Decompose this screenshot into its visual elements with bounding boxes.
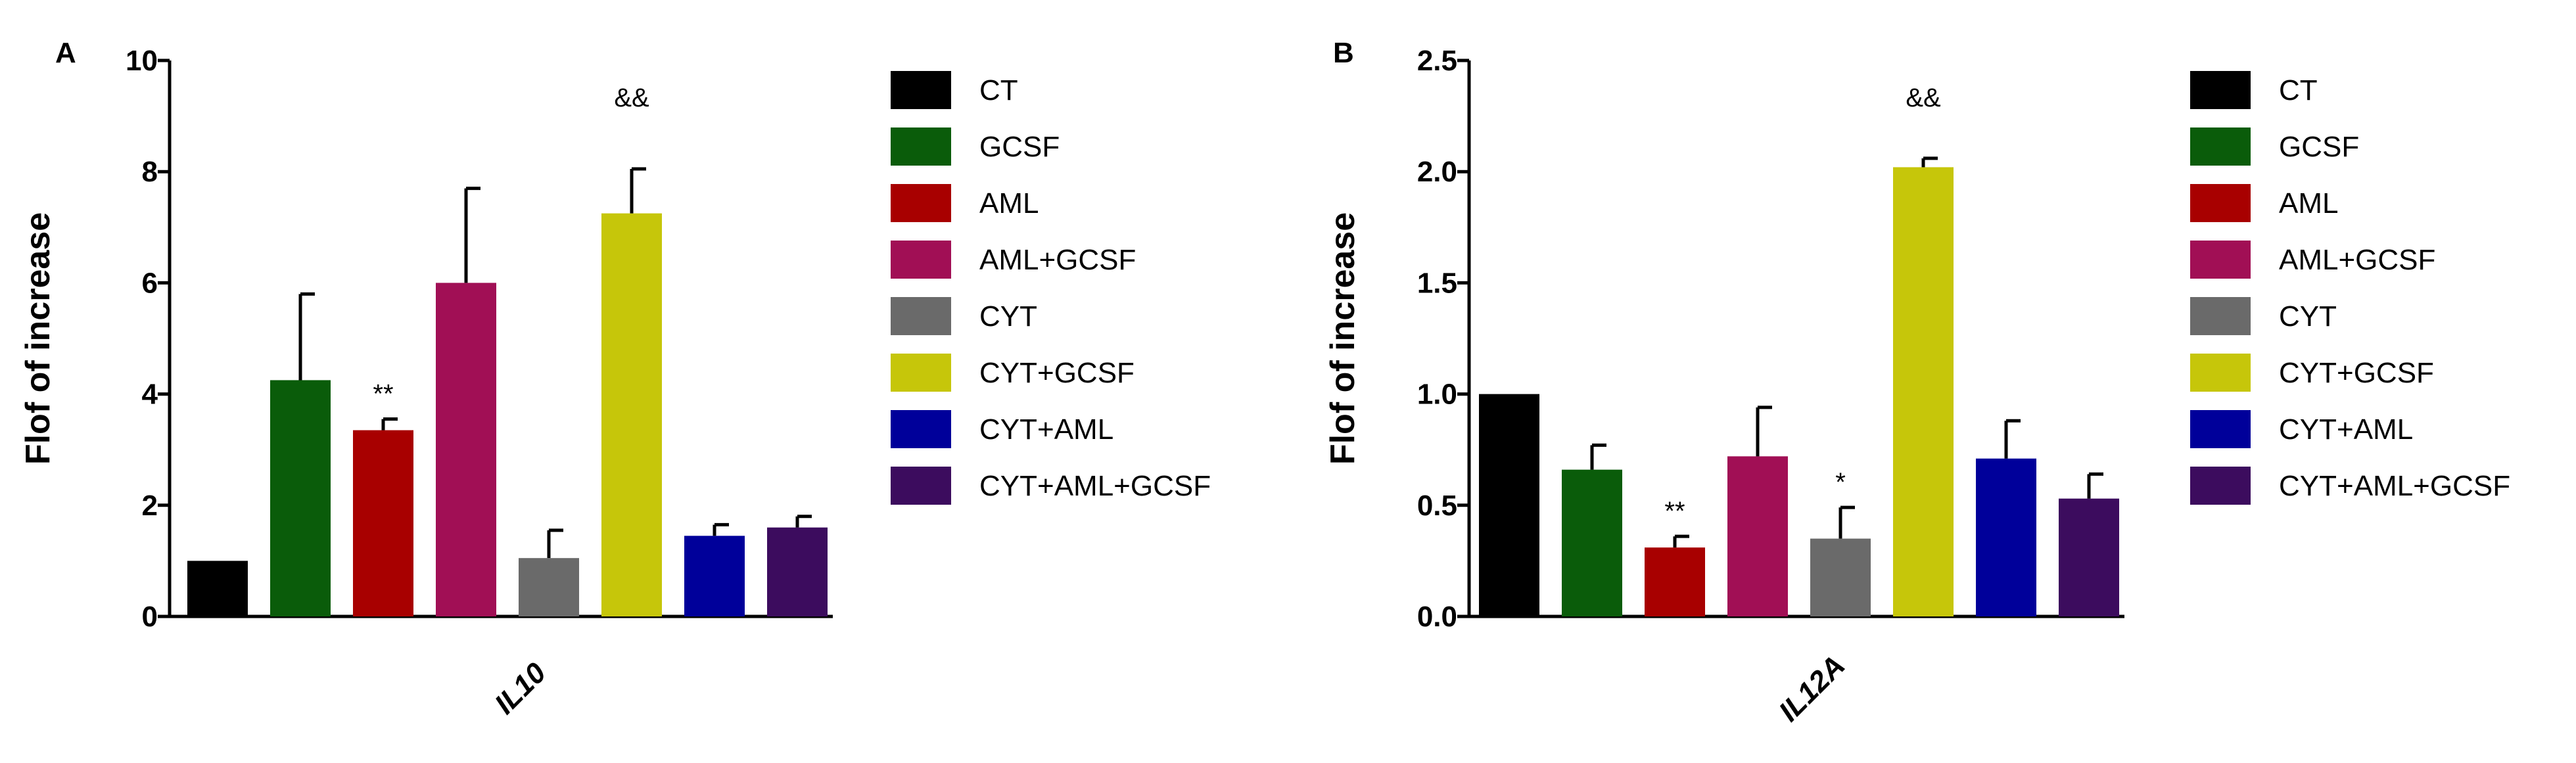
panel-letter: A: [55, 37, 76, 69]
legend-swatch: [891, 297, 951, 335]
bar-cyt-aml: [684, 536, 745, 616]
bar-gcsf: [270, 380, 331, 616]
legend-label: CT: [979, 74, 1018, 106]
legend-swatch: [891, 241, 951, 279]
legend-label: AML+GCSF: [979, 244, 1136, 276]
bar-cyt: [519, 558, 579, 616]
bar-gcsf: [1562, 469, 1622, 616]
y-tick-label: 0.5: [1417, 490, 1457, 522]
bar-cyt-aml: [1976, 458, 2036, 616]
legend-swatch: [2190, 127, 2251, 166]
legend-swatch: [891, 71, 951, 109]
significance-annotation: *: [1835, 468, 1846, 497]
legend-swatch: [2190, 71, 2251, 109]
y-tick-label: 2: [142, 490, 158, 522]
legend-swatch: [891, 184, 951, 222]
bar-ct: [1479, 394, 1539, 616]
legend-label: CYT+AML+GCSF: [2279, 470, 2510, 502]
bar-aml: [1645, 547, 1705, 616]
legend-label: CYT: [2279, 300, 2337, 333]
legend-swatch: [2190, 241, 2251, 279]
x-category-label: IL10: [488, 657, 552, 720]
legend-swatch: [2190, 297, 2251, 335]
y-tick-label: 0: [142, 601, 158, 633]
bar-cyt: [1810, 538, 1871, 616]
bar-aml: [353, 430, 413, 616]
legend-swatch: [891, 467, 951, 505]
y-tick-label: 1.0: [1417, 379, 1457, 411]
y-tick-label: 1.5: [1417, 267, 1457, 299]
bar-aml-gcsf: [436, 283, 496, 616]
significance-annotation: &&: [1906, 83, 1941, 112]
bar-cyt-aml-gcsf: [767, 527, 828, 616]
bar-cyt-gcsf: [1893, 167, 1954, 616]
bar-cyt-gcsf: [601, 213, 662, 616]
y-axis-label: Flof of increase: [1324, 212, 1362, 465]
legend-label: CYT+AML: [2279, 413, 2413, 446]
legend-swatch: [891, 127, 951, 166]
legend-swatch: [2190, 184, 2251, 222]
y-tick-label: 6: [142, 267, 158, 299]
bar-ct: [187, 561, 248, 616]
legend-label: AML: [979, 187, 1039, 220]
legend-label: CYT+AML: [979, 413, 1113, 446]
legend-label: CYT+GCSF: [979, 357, 1135, 389]
bar-cyt-aml-gcsf: [2059, 498, 2119, 616]
bar-aml-gcsf: [1727, 456, 1788, 616]
y-tick-label: 4: [142, 379, 158, 411]
legend-label: AML+GCSF: [2279, 244, 2435, 276]
legend-swatch: [2190, 410, 2251, 448]
y-tick-label: 2.5: [1417, 45, 1457, 77]
legend-label: CYT: [979, 300, 1037, 333]
legend-swatch: [891, 354, 951, 392]
legend-label: GCSF: [2279, 131, 2359, 163]
panel-a: A 0 2 4 6 8 10 Flof of increase ** && IL10 CT GCSF AM…: [19, 37, 1211, 720]
legend-swatch: [2190, 354, 2251, 392]
legend-label: CT: [2279, 74, 2318, 106]
y-axis-label: Flof of increase: [19, 212, 57, 465]
y-tick-label: 8: [142, 156, 158, 188]
legend-label: CYT+AML+GCSF: [979, 470, 1211, 502]
y-tick-label: 10: [126, 45, 158, 77]
significance-annotation: &&: [614, 83, 649, 112]
panel-letter: B: [1333, 37, 1354, 69]
y-tick-label: 2.0: [1417, 156, 1457, 188]
significance-annotation: **: [373, 380, 393, 409]
legend-swatch: [2190, 467, 2251, 505]
y-tick-label: 0.0: [1417, 601, 1457, 633]
legend-swatch: [891, 410, 951, 448]
legend-label: CYT+GCSF: [2279, 357, 2434, 389]
x-category-label: IL12A: [1773, 649, 1851, 728]
legend-label: GCSF: [979, 131, 1060, 163]
significance-annotation: **: [1664, 497, 1685, 526]
legend-label: AML: [2279, 187, 2338, 220]
